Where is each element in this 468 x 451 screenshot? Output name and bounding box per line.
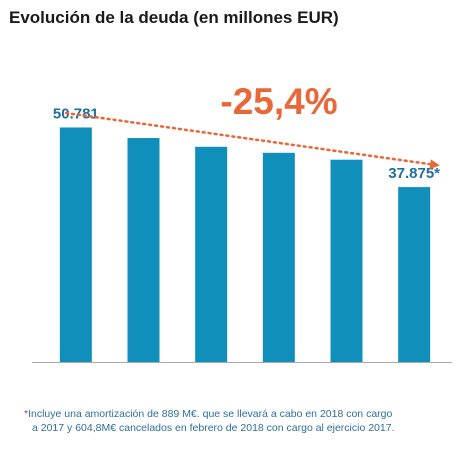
bar-6 — [398, 187, 431, 362]
bar-4 — [262, 152, 295, 362]
bar-1 — [59, 127, 92, 363]
trend-arrow — [64, 111, 440, 170]
footnote-marker: * — [24, 408, 29, 420]
value-label-6: 37.875* — [388, 165, 440, 182]
footnote-line-1: Incluye una amortización de 889 M€. que … — [28, 408, 393, 420]
footnote: *Incluye una amortización de 889 M€. que… — [24, 407, 444, 435]
bar-2 — [127, 138, 160, 362]
bar-5 — [330, 159, 363, 362]
bar-3 — [195, 146, 228, 362]
change-annotation: -25,4% — [220, 81, 337, 122]
footnote-line-2: a 2017 y 604,8M€ cancelados en febrero d… — [32, 422, 395, 434]
value-label-1: 50.781 — [53, 105, 99, 122]
chart-title: Evolución de la deuda (en millones EUR) — [9, 8, 339, 27]
